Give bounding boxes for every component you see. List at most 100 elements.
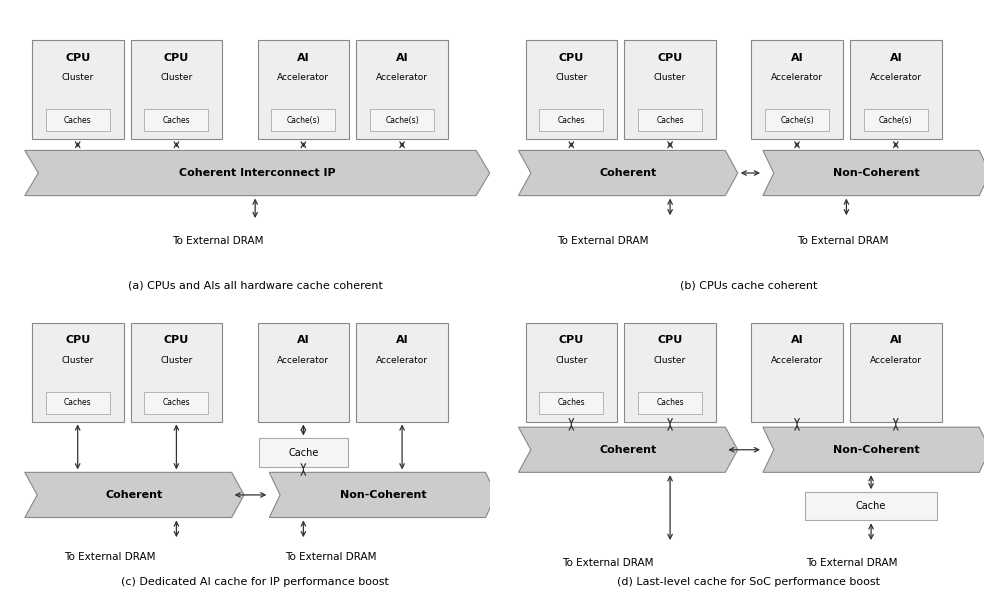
Bar (370, 110, 433, 131)
Text: AI: AI (889, 53, 901, 63)
Bar (750, 323, 843, 421)
Text: AI: AI (889, 335, 901, 346)
Text: CPU: CPU (65, 53, 90, 63)
Text: CPU: CPU (558, 335, 584, 346)
Text: Cluster: Cluster (555, 356, 587, 365)
Bar (863, 110, 927, 131)
Text: Caches: Caches (64, 398, 91, 407)
Text: Non-Coherent: Non-Coherent (832, 168, 919, 178)
Bar (624, 40, 715, 139)
Text: Caches: Caches (64, 116, 91, 125)
Text: Accelerator: Accelerator (869, 356, 921, 365)
Text: AI: AI (790, 53, 802, 63)
Text: CPU: CPU (65, 335, 90, 346)
Polygon shape (25, 472, 244, 517)
Bar (257, 40, 349, 139)
Text: Coherent: Coherent (599, 445, 656, 455)
Bar (525, 40, 617, 139)
Text: Accelerator: Accelerator (869, 74, 921, 83)
Text: To External DRAM: To External DRAM (562, 558, 653, 567)
Polygon shape (762, 427, 989, 472)
Text: Cluster: Cluster (555, 74, 587, 83)
Text: (a) CPUs and AIs all hardware cache coherent: (a) CPUs and AIs all hardware cache cohe… (127, 281, 382, 291)
Bar (624, 323, 715, 421)
Bar (130, 323, 222, 421)
Bar (637, 110, 701, 131)
Bar (271, 110, 335, 131)
Text: Cluster: Cluster (160, 74, 193, 83)
Text: Non-Coherent: Non-Coherent (832, 445, 919, 455)
Text: Caches: Caches (162, 116, 190, 125)
Text: Accelerator: Accelerator (376, 74, 427, 83)
Text: Cache(s): Cache(s) (385, 116, 418, 125)
Text: (d) Last-level cache for SoC performance boost: (d) Last-level cache for SoC performance… (617, 578, 880, 587)
Text: Caches: Caches (557, 398, 585, 407)
Text: Accelerator: Accelerator (277, 356, 329, 365)
Bar (259, 438, 348, 467)
Text: Cluster: Cluster (61, 74, 93, 83)
Bar (144, 392, 209, 414)
Text: CPU: CPU (657, 335, 682, 346)
Bar (32, 323, 123, 421)
Text: Cache: Cache (288, 447, 318, 458)
Text: CPU: CPU (558, 53, 584, 63)
Polygon shape (518, 150, 737, 195)
Text: Coherent: Coherent (105, 490, 162, 500)
Bar (750, 40, 843, 139)
Text: Accelerator: Accelerator (376, 356, 427, 365)
Bar (850, 323, 941, 421)
Text: AI: AI (297, 53, 309, 63)
Text: Cache(s): Cache(s) (286, 116, 320, 125)
Text: Coherent Interconnect IP: Coherent Interconnect IP (179, 168, 335, 178)
Polygon shape (269, 472, 495, 517)
Bar (525, 323, 617, 421)
Bar (45, 392, 109, 414)
Bar (539, 110, 603, 131)
Bar (257, 323, 349, 421)
Text: To External DRAM: To External DRAM (796, 236, 888, 246)
Text: Cache(s): Cache(s) (779, 116, 813, 125)
Text: AI: AI (395, 335, 408, 346)
Bar (32, 40, 123, 139)
Text: Caches: Caches (557, 116, 585, 125)
Bar (130, 40, 222, 139)
Text: Accelerator: Accelerator (770, 356, 822, 365)
Text: Accelerator: Accelerator (277, 74, 329, 83)
Text: To External DRAM: To External DRAM (63, 552, 155, 562)
Text: To External DRAM: To External DRAM (285, 552, 376, 562)
Text: Cluster: Cluster (653, 74, 685, 83)
Text: Cache: Cache (855, 501, 886, 511)
Text: To External DRAM: To External DRAM (172, 236, 263, 246)
Text: AI: AI (395, 53, 408, 63)
Bar (850, 40, 941, 139)
Text: AI: AI (790, 335, 802, 346)
Text: Cache(s): Cache(s) (878, 116, 912, 125)
Polygon shape (762, 150, 989, 195)
Text: Non-Coherent: Non-Coherent (339, 490, 425, 500)
Bar (144, 110, 209, 131)
Text: (b) CPUs cache coherent: (b) CPUs cache coherent (679, 281, 816, 291)
Bar (637, 392, 701, 414)
Bar (804, 492, 936, 520)
Text: To External DRAM: To External DRAM (805, 558, 897, 567)
Text: (c) Dedicated AI cache for IP performance boost: (c) Dedicated AI cache for IP performanc… (121, 578, 389, 587)
Text: Caches: Caches (656, 116, 683, 125)
Bar (764, 110, 828, 131)
Bar (539, 392, 603, 414)
Bar (356, 323, 447, 421)
Text: Cluster: Cluster (160, 356, 193, 365)
Text: Coherent: Coherent (599, 168, 656, 178)
Text: CPU: CPU (163, 53, 189, 63)
Text: To External DRAM: To External DRAM (557, 236, 648, 246)
Polygon shape (25, 150, 489, 195)
Text: CPU: CPU (163, 335, 189, 346)
Text: CPU: CPU (657, 53, 682, 63)
Text: Accelerator: Accelerator (770, 74, 822, 83)
Polygon shape (518, 427, 737, 472)
Text: Cluster: Cluster (61, 356, 93, 365)
Bar (356, 40, 447, 139)
Text: Cluster: Cluster (653, 356, 685, 365)
Text: AI: AI (297, 335, 309, 346)
Bar (45, 110, 109, 131)
Text: Caches: Caches (162, 398, 190, 407)
